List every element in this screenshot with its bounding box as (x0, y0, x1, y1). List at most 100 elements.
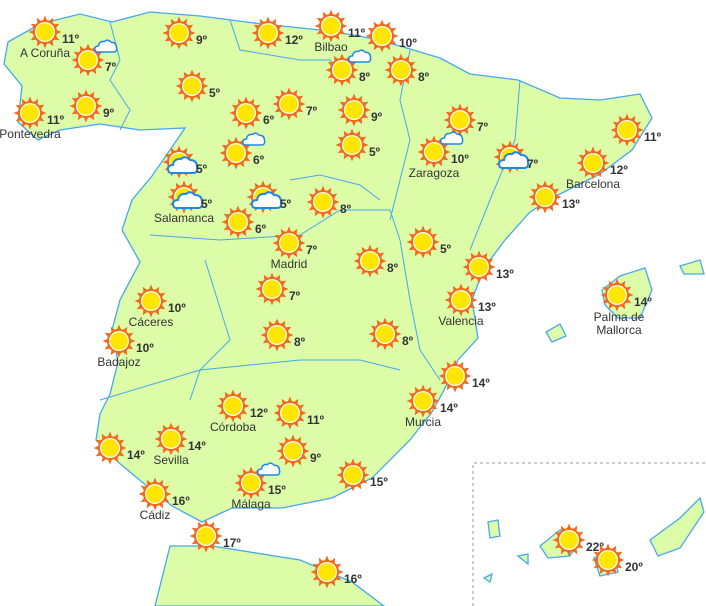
sun-icon (310, 555, 344, 589)
sun-icon (273, 396, 307, 430)
sun-icon (368, 317, 402, 351)
canary-6 (482, 572, 493, 584)
cloud-icon (497, 150, 530, 170)
sun-icon (138, 477, 172, 511)
sun-icon (576, 146, 610, 180)
sun-icon (272, 226, 306, 260)
sun-icon (221, 205, 255, 239)
sun-icon (162, 16, 196, 50)
city-label: Bilbao (314, 40, 348, 54)
temperature-label: 11º (307, 413, 325, 427)
sun-icon (462, 250, 496, 284)
sun-icon (528, 180, 562, 214)
city-label: Barcelona (565, 177, 621, 191)
cloud-icon (256, 461, 281, 477)
city-label: Murcia (404, 415, 442, 429)
temperature-label: 14º (440, 401, 458, 415)
temperature-label: 8º (294, 335, 306, 349)
temperature-label: 10º (168, 301, 186, 315)
ibiza (545, 323, 567, 343)
sun-icon (272, 87, 306, 121)
sun-icon (314, 9, 348, 43)
city-label: Cáceres (128, 315, 174, 329)
temperature-label: 5º (201, 197, 213, 211)
sun-icon (216, 389, 250, 423)
temperature-label: 7º (306, 243, 318, 257)
sun-icon (154, 422, 188, 456)
city-label: Palma de Mallorca (593, 310, 645, 337)
sun-icon (255, 272, 289, 306)
temperature-label: 9º (196, 33, 208, 47)
temperature-label: 7º (527, 157, 539, 171)
temperature-label: 10º (136, 341, 154, 355)
temperature-label: 5º (369, 145, 381, 159)
temperature-label: 9º (310, 451, 322, 465)
temperature-label: 5º (196, 162, 208, 176)
temperature-label: 13º (562, 197, 580, 211)
temperature-label: 8º (340, 202, 352, 216)
sun-icon (591, 543, 625, 577)
menorca (679, 259, 705, 275)
canary-2 (516, 553, 529, 566)
sun-icon (276, 434, 310, 468)
city-label: Zaragoza (408, 166, 460, 180)
temperature-label: 5º (440, 242, 452, 256)
temperature-label: 9º (371, 110, 383, 124)
temperature-label: 11º (62, 32, 80, 46)
temperature-label: 14º (127, 448, 145, 462)
cloud-icon (171, 190, 204, 210)
temperature-label: 8º (402, 334, 414, 348)
canary-5 (649, 496, 705, 557)
temperature-label: 15º (370, 475, 388, 489)
temperature-label: 6º (263, 113, 275, 127)
temperature-label: 16º (172, 494, 190, 508)
city-label: Madrid (270, 257, 308, 271)
city-label: Córdoba (209, 420, 257, 434)
canary-1 (487, 519, 501, 539)
temperature-label: 10º (399, 36, 417, 50)
cloud-icon (93, 38, 118, 54)
temperature-label: 14º (634, 295, 652, 309)
temperature-label: 6º (253, 153, 265, 167)
temperature-label: 5º (209, 86, 221, 100)
temperature-label: 11º (348, 26, 366, 40)
sun-icon (13, 96, 47, 130)
sun-icon (406, 384, 440, 418)
temperature-label: 16º (344, 572, 362, 586)
temperature-label: 7º (477, 120, 489, 134)
sun-icon (325, 53, 359, 87)
temperature-label: 13º (496, 267, 514, 281)
temperature-label: 6º (255, 222, 267, 236)
temperature-label: 8º (418, 70, 430, 84)
sun-icon (234, 466, 268, 500)
sun-icon (384, 53, 418, 87)
temperature-label: 20º (625, 560, 643, 574)
city-label: Salamanca (153, 211, 215, 225)
temperature-label: 7º (105, 60, 117, 74)
temperature-label: 22º (586, 540, 604, 554)
sun-icon (337, 93, 371, 127)
cloud-icon (241, 131, 266, 147)
sun-icon (444, 283, 478, 317)
sun-icon (251, 16, 285, 50)
sun-icon (443, 103, 477, 137)
temperature-label: 9º (103, 106, 115, 120)
africa-coast (154, 545, 386, 606)
temperature-label: 7º (289, 289, 301, 303)
sun-icon (610, 113, 644, 147)
city-label: Málaga (231, 497, 271, 511)
sun-icon (71, 43, 105, 77)
city-label: Valencia (438, 314, 484, 328)
sun-icon (93, 431, 127, 465)
sun-icon (417, 135, 451, 169)
temperature-label: 13º (478, 300, 496, 314)
sun-icon (365, 19, 399, 53)
temperature-label: 5º (280, 197, 292, 211)
temperature-label: 11º (644, 130, 662, 144)
sun-icon (438, 359, 472, 393)
sun-icon (175, 69, 209, 103)
temperature-label: 14º (472, 376, 490, 390)
city-label: Cádiz (139, 508, 171, 522)
sun-icon (134, 284, 168, 318)
